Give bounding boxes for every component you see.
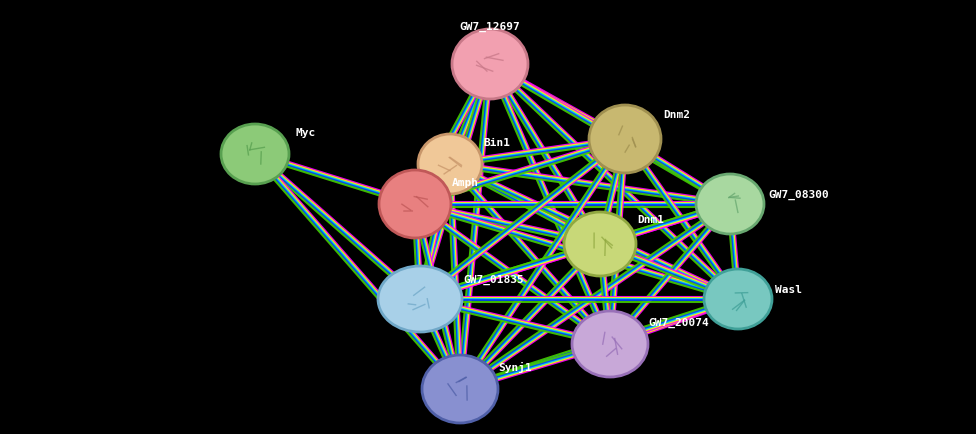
Ellipse shape <box>378 266 462 332</box>
Text: Bin1: Bin1 <box>483 138 510 148</box>
Ellipse shape <box>418 135 482 194</box>
Text: Synj1: Synj1 <box>498 361 532 372</box>
Text: GW7_20074: GW7_20074 <box>648 317 709 327</box>
Ellipse shape <box>452 30 528 100</box>
Ellipse shape <box>422 355 498 423</box>
Ellipse shape <box>379 171 451 238</box>
Text: Amph: Amph <box>452 178 479 187</box>
Ellipse shape <box>589 106 661 174</box>
Text: Myc: Myc <box>295 128 315 138</box>
Ellipse shape <box>696 174 764 234</box>
Text: GW7_12697: GW7_12697 <box>460 22 520 32</box>
Text: Dnm1: Dnm1 <box>637 214 664 224</box>
Ellipse shape <box>564 213 636 276</box>
Ellipse shape <box>221 125 289 184</box>
Text: Wasl: Wasl <box>775 284 802 294</box>
Text: Dnm2: Dnm2 <box>663 110 690 120</box>
Ellipse shape <box>704 270 772 329</box>
Text: GW7_01835: GW7_01835 <box>463 274 524 284</box>
Ellipse shape <box>572 311 648 377</box>
Text: GW7_08300: GW7_08300 <box>768 190 829 200</box>
